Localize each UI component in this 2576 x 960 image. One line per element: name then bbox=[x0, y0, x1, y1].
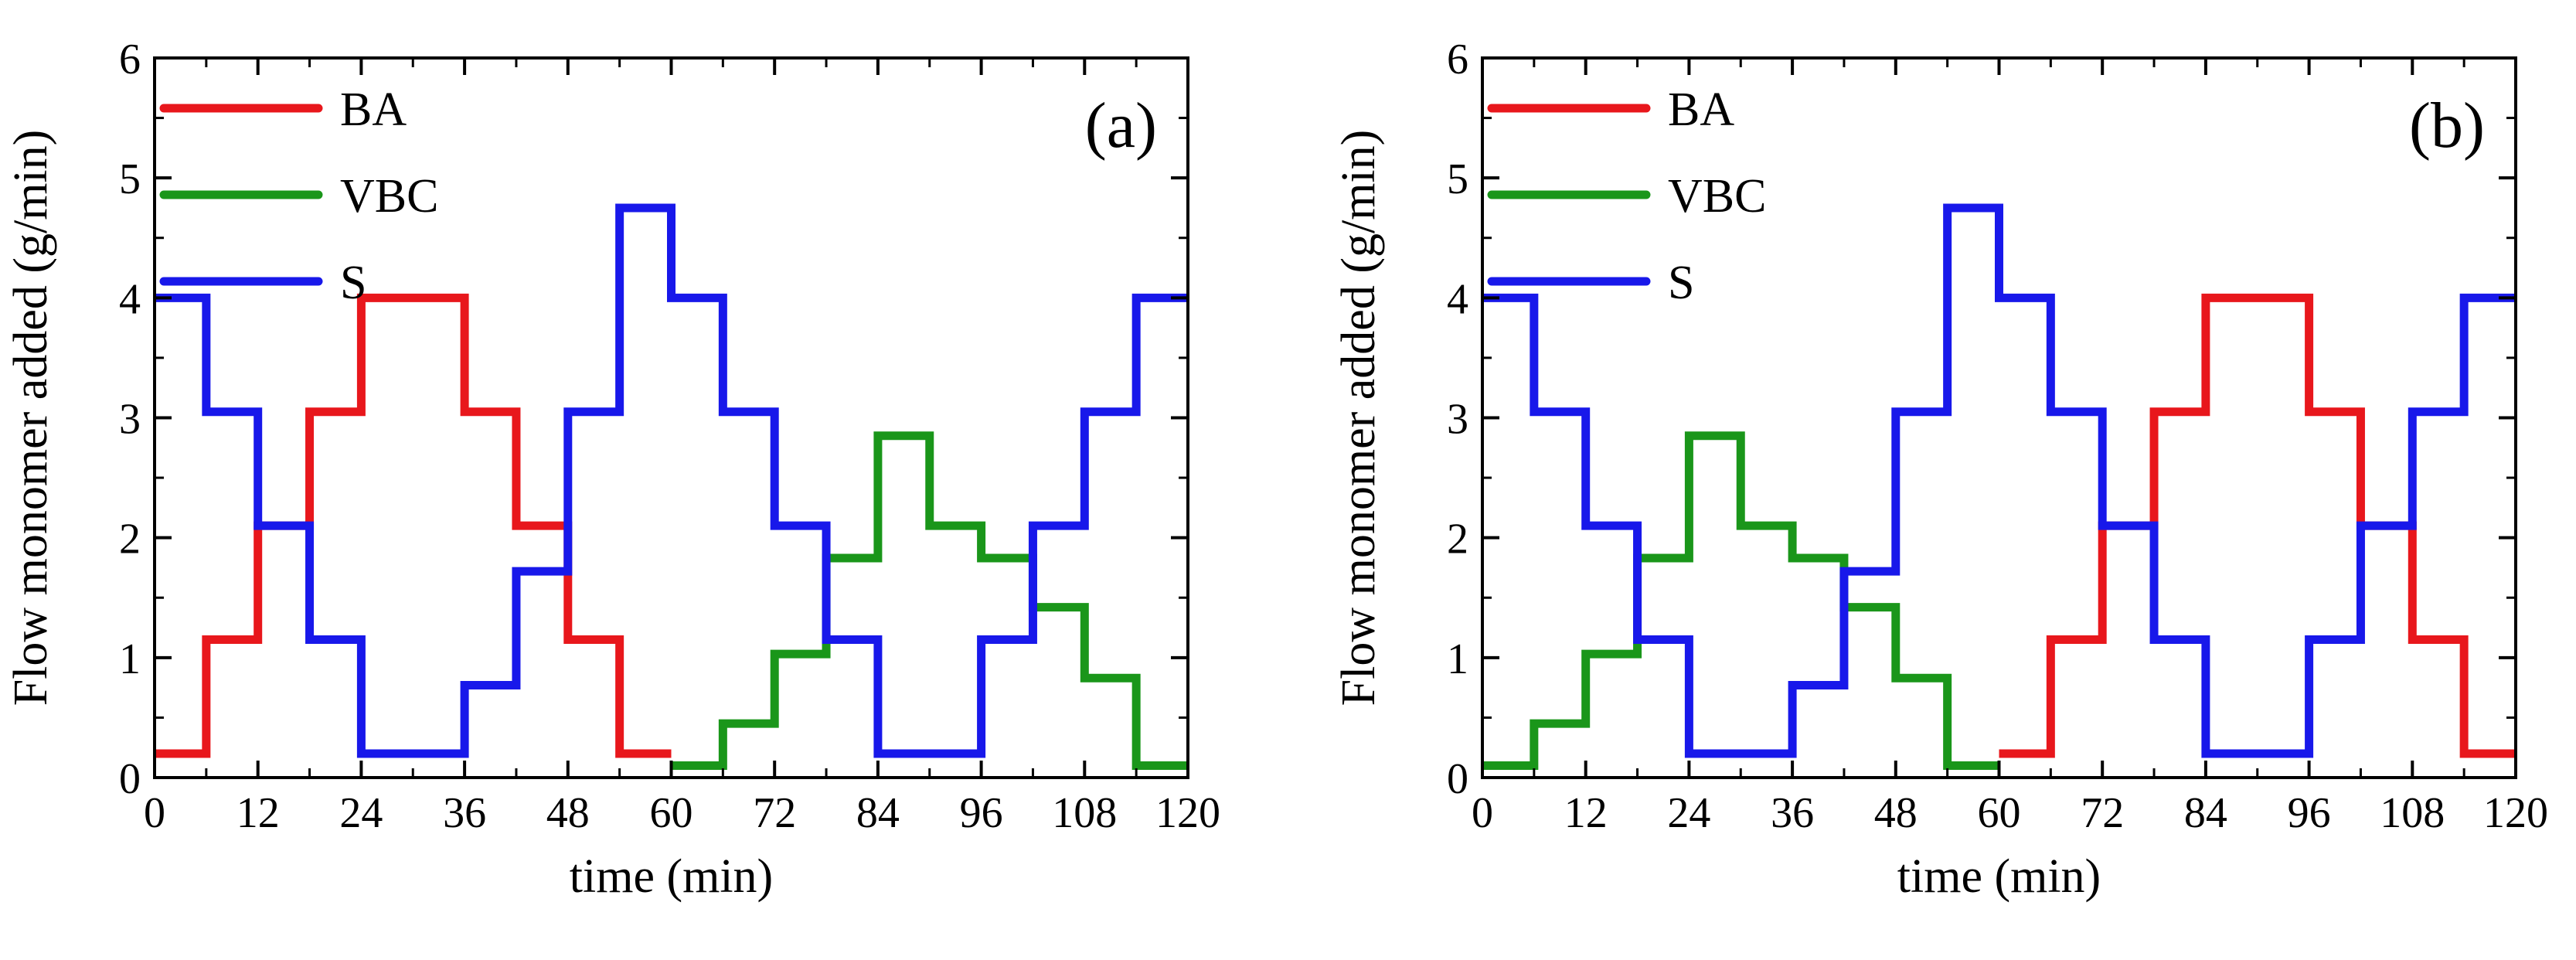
x-tick-label: 60 bbox=[650, 789, 693, 837]
y-tick-label: 2 bbox=[119, 516, 141, 563]
y-tick-label: 0 bbox=[119, 755, 141, 803]
y-tick-label: 0 bbox=[1447, 755, 1468, 803]
x-tick-label: 36 bbox=[1771, 789, 1814, 837]
y-tick-label: 6 bbox=[119, 36, 141, 83]
y-tick-label: 1 bbox=[119, 635, 141, 683]
series-line-ba bbox=[1999, 293, 2516, 758]
legend-label-ba: BA bbox=[1668, 83, 1734, 136]
x-tick-label: 84 bbox=[2184, 789, 2227, 837]
y-tick-label: 2 bbox=[1447, 516, 1468, 563]
y-tick-label: 5 bbox=[1447, 155, 1468, 203]
x-tick-label: 0 bbox=[144, 789, 165, 837]
x-tick-label: 12 bbox=[237, 789, 280, 837]
panel-label: (b) bbox=[2409, 90, 2485, 162]
x-tick-label: 72 bbox=[2081, 789, 2124, 837]
x-tick-label: 108 bbox=[1052, 789, 1117, 837]
x-axis-title: time (min) bbox=[570, 850, 773, 903]
y-axis-title: Flow monomer added (g/min) bbox=[5, 130, 57, 706]
y-tick-label: 5 bbox=[119, 155, 141, 203]
legend-label-vbc: VBC bbox=[1668, 170, 1766, 223]
series-line-vbc bbox=[1482, 431, 1999, 770]
series-line-s bbox=[1482, 203, 2516, 758]
y-tick-label: 6 bbox=[1447, 36, 1468, 83]
legend-label-vbc: VBC bbox=[340, 170, 438, 223]
x-tick-label: 84 bbox=[856, 789, 900, 837]
x-tick-label: 72 bbox=[753, 789, 796, 837]
x-tick-label: 96 bbox=[2288, 789, 2331, 837]
x-tick-label: 0 bbox=[1472, 789, 1493, 837]
series-line-s bbox=[155, 203, 1188, 758]
panel-label: (a) bbox=[1085, 90, 1157, 162]
y-tick-label: 3 bbox=[1447, 396, 1468, 444]
x-tick-label: 24 bbox=[1667, 789, 1710, 837]
y-tick-label: 4 bbox=[1447, 275, 1468, 323]
legend-label-s: S bbox=[1668, 257, 1694, 309]
y-tick-label: 4 bbox=[119, 275, 141, 323]
series-line-vbc bbox=[671, 431, 1188, 770]
x-tick-label: 96 bbox=[960, 789, 1003, 837]
y-tick-label: 3 bbox=[119, 396, 141, 444]
x-tick-label: 36 bbox=[443, 789, 486, 837]
x-tick-label: 120 bbox=[1155, 789, 1220, 837]
legend-label-s: S bbox=[340, 257, 366, 309]
legend-label-ba: BA bbox=[340, 83, 407, 136]
x-tick-label: 120 bbox=[2483, 789, 2548, 837]
x-tick-label: 48 bbox=[1874, 789, 1918, 837]
x-tick-label: 24 bbox=[339, 789, 383, 837]
x-axis-title: time (min) bbox=[1897, 850, 2101, 903]
x-tick-label: 108 bbox=[2380, 789, 2445, 837]
y-axis-title: Flow monomer added (g/min) bbox=[1332, 130, 1385, 706]
x-tick-label: 48 bbox=[546, 789, 590, 837]
x-tick-label: 12 bbox=[1564, 789, 1608, 837]
series-line-ba bbox=[155, 293, 672, 758]
x-tick-label: 60 bbox=[1978, 789, 2021, 837]
y-tick-label: 1 bbox=[1447, 635, 1468, 683]
